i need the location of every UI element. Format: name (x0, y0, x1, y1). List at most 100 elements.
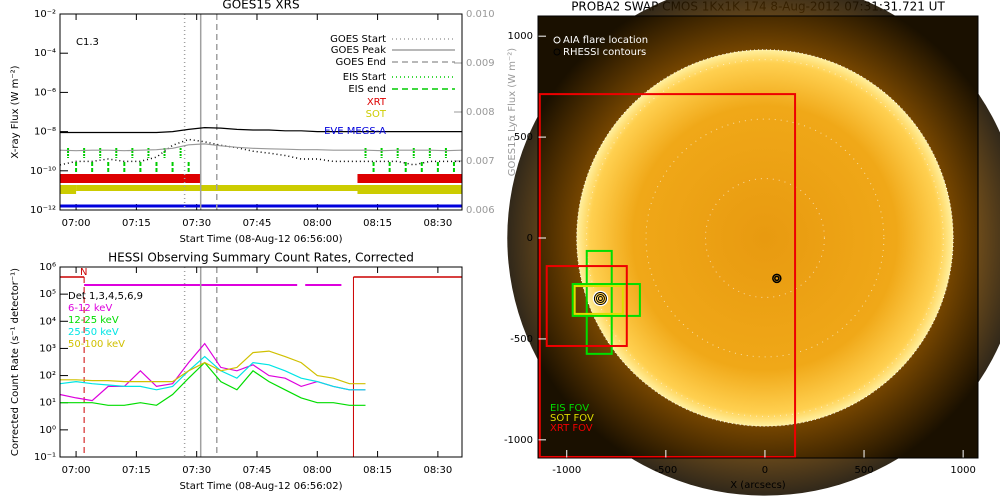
y-tick-label: 10⁻¹² (30, 205, 56, 216)
obs-interval (60, 185, 77, 194)
rhessi-contour (774, 275, 780, 282)
data-line (60, 126, 462, 134)
obs-interval (60, 174, 201, 183)
y-tick-label: 0 (527, 233, 533, 244)
x-tick-label: -500 (654, 465, 677, 476)
x-axis-label: X (arcsecs) (730, 480, 786, 491)
legend-label: GOES Start (330, 34, 386, 45)
legend-label: XRT (367, 97, 387, 108)
x-tick-label: 08:00 (303, 465, 332, 476)
fov-legend-label: XRT FOV (550, 423, 593, 434)
x-tick-label: 07:45 (243, 218, 272, 229)
x-tick-label: 07:45 (243, 465, 272, 476)
rhessi-contour (593, 292, 607, 306)
fov-box (545, 265, 628, 347)
y-tick-label: 10⁻⁸ (34, 127, 56, 138)
grid-circle (645, 118, 885, 358)
x-tick-label: 07:30 (182, 465, 211, 476)
y-tick-label: 10³ (39, 343, 56, 354)
x-tick-label: 08:30 (423, 465, 452, 476)
grid-circle (704, 178, 825, 298)
legend-label: EIS end (348, 84, 386, 95)
fov-legend-label: SOT FOV (550, 413, 594, 424)
legend-label: 12-25 keV (68, 315, 119, 326)
y-tick-label: 10⁻⁴ (34, 48, 56, 59)
y-tick-label: 10² (39, 371, 56, 382)
y2-tick-label: 0.007 (466, 156, 495, 167)
legend-label: 25-50 keV (68, 327, 119, 338)
y-axis-label: Corrected Count Rate (s⁻¹ detector⁻¹) (10, 268, 21, 456)
plot-frame (537, 15, 979, 459)
legend-symbol (553, 48, 561, 56)
annotation: C1.3 (76, 37, 99, 48)
y-tick-label: 1000 (508, 31, 533, 42)
y2-axis-label: GOES15 Lyα Flux (W m⁻²) (507, 48, 518, 176)
x-tick-label: 07:00 (62, 218, 91, 229)
x-tick-label: 0 (762, 465, 768, 476)
legend-label: 6-12 keV (68, 303, 112, 314)
x-tick-label: 07:30 (182, 218, 211, 229)
x-tick-label: 1000 (950, 465, 975, 476)
rhessi-contour (597, 296, 603, 302)
x-tick-label: -1000 (552, 465, 581, 476)
y-axis-label: X-ray Flux (W m⁻²) (10, 65, 21, 158)
night-label: N (80, 267, 87, 278)
legend-label: 50-100 keV (68, 339, 125, 350)
chart-title: GOES15 XRS (222, 0, 299, 12)
y2-tick-label: 0.006 (466, 205, 495, 216)
x-tick-label: 08:30 (423, 218, 452, 229)
legend-label: AIA flare location (563, 35, 648, 46)
legend-label: GOES Peak (331, 45, 386, 56)
legend-title: Det 1,3,4,5,6,9 (68, 291, 143, 302)
flare-location (592, 290, 609, 307)
x-tick-label: 07:15 (122, 465, 151, 476)
obs-interval (357, 174, 462, 183)
y-tick-label: 10⁰ (39, 425, 56, 436)
x-axis-label: Start Time (08-Aug-12 06:56:02) (179, 481, 342, 492)
data-line (59, 143, 463, 152)
fov-box (585, 249, 613, 355)
y-tick-label: 10⁻¹⁰ (30, 166, 56, 177)
fov-box (538, 93, 797, 458)
obs-interval (357, 185, 462, 194)
y-tick-label: 10⁵ (39, 289, 56, 300)
x-tick-label: 07:00 (62, 465, 91, 476)
y-tick-label: 10¹ (39, 398, 56, 409)
rhessi-contour (595, 294, 605, 304)
y-tick-label: 10⁻⁶ (34, 87, 56, 98)
y-tick-label: 500 (514, 132, 533, 143)
x-tick-label: 08:15 (363, 465, 392, 476)
fov-legend-label: EIS FOV (550, 403, 589, 414)
sun-disk (576, 49, 954, 427)
data-line (60, 361, 366, 406)
y-tick-label: 10⁻² (34, 9, 56, 20)
y2-tick-label: 0.008 (466, 107, 495, 118)
y-tick-label: 10⁴ (39, 316, 56, 327)
chart-title: HESSI Observing Summary Count Rates, Cor… (108, 251, 414, 265)
fov-box (573, 285, 624, 315)
x-axis-label: Start Time (08-Aug-12 06:56:00) (179, 234, 342, 245)
legend-label: RHESSI contours (563, 47, 646, 58)
legend-symbol (553, 36, 561, 44)
fov-box (571, 283, 641, 317)
data-line (59, 138, 462, 166)
y-tick-label: -1000 (504, 435, 533, 446)
data-line (59, 355, 366, 391)
y2-tick-label: 0.009 (466, 58, 495, 69)
limb (576, 49, 954, 427)
y-tick-label: 10⁶ (39, 262, 56, 273)
rhessi-contour (772, 273, 782, 284)
x-tick-label: 07:15 (122, 218, 151, 229)
plot-frame (59, 266, 463, 458)
legend-label: SOT (366, 109, 387, 120)
data-line (60, 350, 366, 385)
plot-frame (59, 13, 463, 211)
y-tick-label: -500 (510, 334, 533, 345)
x-tick-label: 08:15 (363, 218, 392, 229)
legend-label: EIS Start (343, 72, 386, 83)
data-line (59, 342, 366, 402)
x-tick-label: 500 (854, 465, 873, 476)
legend-label: GOES End (336, 57, 386, 68)
legend-label: EVE MEGS-A (324, 126, 386, 137)
